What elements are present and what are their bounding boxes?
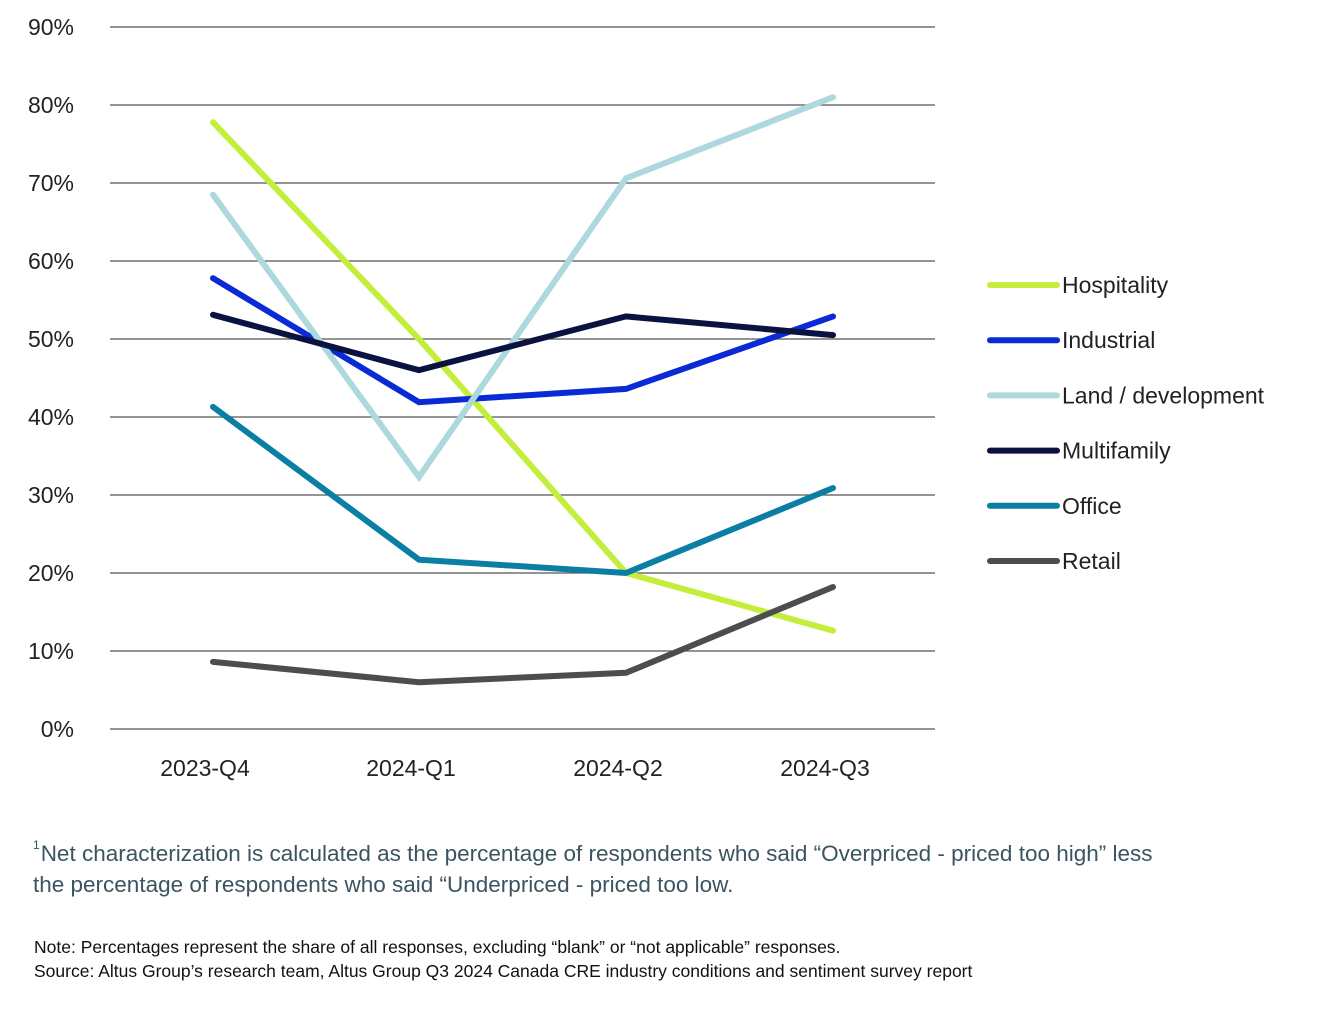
legend-item: Industrial [987,327,1155,353]
gridlines [110,26,935,730]
legend-item: Land / development [987,382,1265,408]
y-tick-label: 50% [28,326,74,352]
y-tick-label: 60% [28,248,74,274]
y-axis-ticks: 0% 10% 20% 30% 40% 50% 60% 70% 80% 90% [28,14,74,742]
series-lines [210,94,836,686]
series-line-land-development [210,94,836,483]
y-tick-label: 30% [28,482,74,508]
legend-label: Hospitality [1062,272,1169,298]
y-tick-label: 80% [28,92,74,118]
series-line-office [210,403,836,577]
legend-label: Multifamily [1062,438,1171,464]
legend-item: Multifamily [987,438,1171,464]
y-tick-label: 70% [28,170,74,196]
series-line-multifamily [210,311,836,374]
x-tick-label: 2024-Q1 [366,755,456,781]
footnote: 1Net characterization is calculated as t… [33,830,1153,900]
line-chart: 0%10%20%30%40%50%60%70%80%90% 2023-Q4 202… [28,14,1265,781]
x-tick-label: 2024-Q3 [780,755,870,781]
y-tick-label: 20% [28,560,74,586]
legend-item: Retail [987,548,1121,574]
footnote-marker: 1 [33,838,40,852]
footnote-text: Net characterization is calculated as th… [33,841,1153,897]
x-tick-label: 2024-Q2 [573,755,663,781]
legend-item: Office [987,493,1122,519]
y-tick-label: 90% [28,14,74,40]
series-line-hospitality [210,119,836,634]
note-line: Note: Percentages represent the share of… [34,937,841,957]
source-line: Source: Altus Group’s research team, Alt… [34,961,973,981]
y-tick-label: 0% [41,716,74,742]
source-note: Note: Percentages represent the share of… [34,935,972,983]
legend-label: Office [1062,493,1122,519]
y-tick-label: 10% [28,638,74,664]
legend-label: Industrial [1062,327,1155,353]
legend-label: Land / development [1062,382,1265,408]
x-axis-ticks: 2023-Q4 2024-Q1 2024-Q2 2024-Q3 [160,755,870,781]
legend-item: Hospitality [987,272,1169,298]
legend: Hospitality Industrial Land / development M… [987,272,1265,574]
y-tick-label: 40% [28,404,74,430]
series-line-retail [210,584,836,686]
legend-label: Retail [1062,548,1121,574]
x-tick-label: 2023-Q4 [160,755,250,781]
